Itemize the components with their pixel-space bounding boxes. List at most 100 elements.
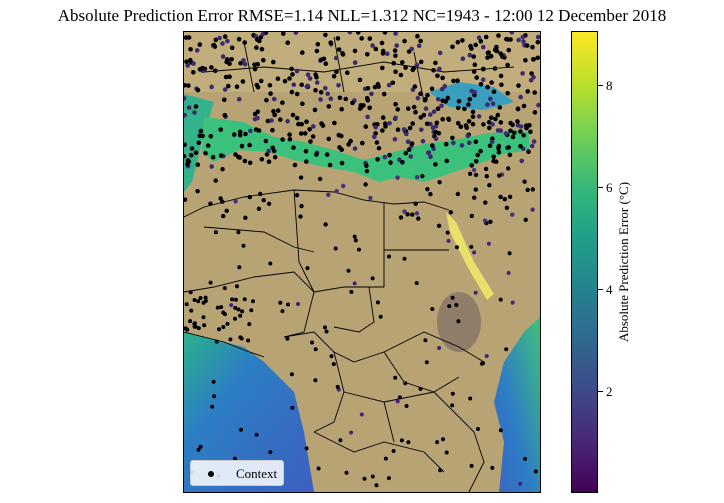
station-point	[213, 37, 219, 43]
station-point	[293, 32, 299, 35]
station-point	[398, 215, 404, 220]
station-point	[383, 124, 388, 129]
station-point	[289, 372, 294, 377]
station-point	[329, 354, 334, 359]
station-point	[437, 180, 442, 185]
station-point	[352, 281, 357, 286]
station-point	[312, 107, 318, 113]
station-point	[194, 48, 200, 53]
station-point	[433, 162, 438, 167]
station-point	[310, 134, 316, 139]
station-point	[258, 191, 263, 197]
station-point	[416, 43, 422, 49]
station-point	[188, 47, 193, 52]
station-point	[184, 59, 189, 64]
station-point	[492, 66, 498, 71]
station-point	[184, 302, 189, 307]
station-point	[299, 121, 304, 127]
station-point	[339, 160, 345, 166]
station-point	[325, 91, 330, 97]
station-point	[289, 66, 294, 72]
station-point	[247, 142, 252, 148]
legend-label: Context	[236, 466, 278, 481]
station-point	[414, 281, 419, 286]
station-point	[426, 150, 431, 156]
station-point	[198, 128, 204, 134]
station-point	[315, 42, 321, 47]
station-point	[346, 142, 351, 147]
station-point	[229, 303, 234, 308]
station-point	[424, 360, 429, 365]
station-point	[437, 50, 443, 56]
station-point	[266, 201, 272, 206]
station-point	[456, 319, 461, 324]
station-point	[239, 143, 245, 149]
station-point	[203, 150, 208, 156]
station-point	[247, 322, 252, 327]
station-point	[395, 399, 400, 404]
station-point	[237, 155, 243, 160]
station-point	[360, 140, 365, 146]
station-point	[499, 82, 504, 88]
station-point	[425, 187, 430, 192]
station-point	[221, 325, 226, 329]
station-point	[280, 309, 285, 314]
station-point	[532, 110, 538, 115]
station-point	[235, 284, 239, 289]
station-point	[233, 456, 237, 461]
station-point	[486, 120, 492, 125]
station-point	[317, 176, 323, 182]
station-point	[479, 361, 484, 366]
station-point	[249, 308, 254, 313]
station-point	[418, 38, 423, 44]
station-point	[269, 118, 274, 123]
station-point	[188, 57, 193, 63]
station-point	[392, 48, 398, 53]
station-point	[471, 54, 477, 59]
station-point	[472, 250, 477, 255]
station-point	[505, 62, 510, 68]
station-point	[233, 297, 238, 302]
station-point	[465, 133, 471, 139]
station-point	[307, 127, 312, 132]
station-point	[214, 339, 219, 344]
station-point	[474, 75, 480, 80]
station-point	[518, 144, 523, 149]
station-point	[271, 108, 276, 114]
station-point	[444, 450, 449, 455]
station-point	[515, 119, 520, 124]
station-point	[196, 140, 202, 145]
station-point	[236, 230, 241, 235]
station-point	[380, 128, 385, 133]
station-point	[380, 65, 385, 71]
station-point	[508, 128, 513, 134]
station-point	[338, 438, 343, 443]
station-point	[296, 302, 300, 306]
station-point	[395, 175, 400, 180]
station-point	[437, 66, 442, 72]
station-point	[415, 33, 420, 39]
station-point	[223, 74, 229, 80]
station-point	[237, 129, 243, 135]
station-point	[404, 404, 409, 408]
station-point	[409, 141, 415, 146]
station-point	[267, 83, 273, 88]
station-point	[496, 143, 502, 149]
station-point	[189, 308, 194, 313]
station-point	[470, 121, 476, 127]
station-point	[265, 118, 271, 124]
station-point	[428, 112, 433, 117]
station-point	[359, 36, 364, 41]
station-point	[423, 106, 429, 111]
station-point	[316, 466, 321, 471]
station-point	[521, 133, 526, 138]
station-point	[372, 84, 378, 90]
station-point	[352, 146, 358, 151]
station-point	[528, 129, 533, 135]
station-point	[220, 167, 225, 172]
station-point	[487, 143, 493, 149]
station-point	[278, 300, 283, 305]
station-point	[365, 114, 370, 120]
station-point	[343, 96, 348, 102]
station-point	[242, 61, 248, 67]
